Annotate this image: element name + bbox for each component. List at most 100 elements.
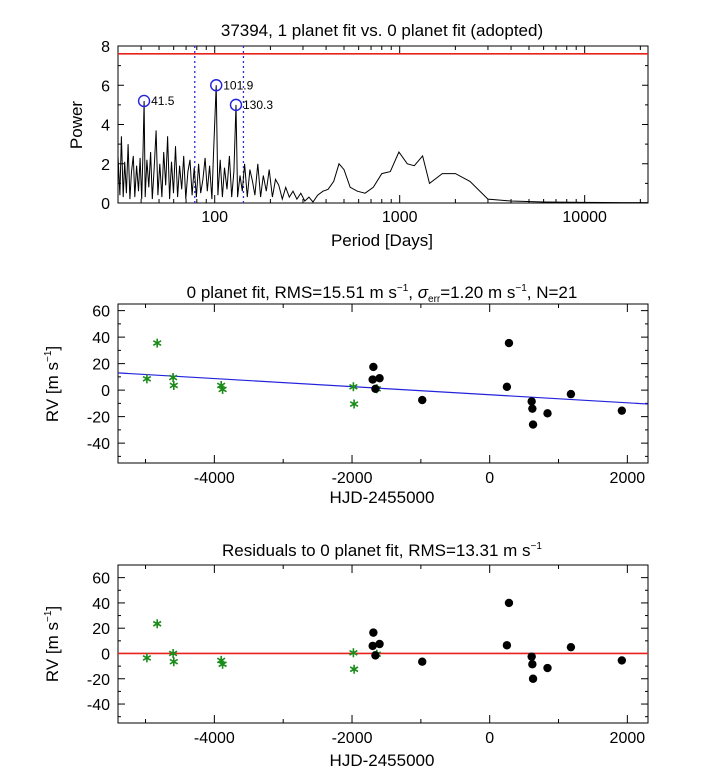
peak-circle-2 (210, 79, 223, 92)
y-tick-label: 0 (101, 383, 110, 400)
x-tick-label: -2000 (332, 730, 373, 747)
y-tick-label: 20 (92, 357, 110, 374)
rv-dot-point (502, 382, 512, 392)
rv-xlabel: HJD-2455000 (330, 488, 435, 507)
residuals-title-main: Residuals to 0 planet fit, RMS=13.31 m s (222, 541, 531, 560)
rv-ylabel-close: ] (43, 346, 62, 351)
periodogram-xlabel: Period [Days] (331, 231, 433, 250)
residuals-title-sup: −1 (531, 541, 543, 552)
rv-star-point (168, 373, 178, 382)
rv-ylabel: RV [m s−1] (43, 346, 62, 422)
rv-title-sigma-sub: err (428, 294, 441, 305)
periodogram-title: 37394, 1 planet fit vs. 0 planet fit (ad… (221, 21, 543, 40)
rv-star-point (349, 399, 359, 409)
y-tick-label: 40 (92, 596, 110, 613)
resid-star-point (349, 648, 358, 658)
y-tick-label: 60 (92, 304, 110, 321)
rv-panel: 0 planet fit, RMS=15.51 m s−1, σerr=1.20… (43, 283, 649, 507)
rv-frame (117, 303, 649, 464)
y-tick-label: -20 (87, 672, 110, 689)
y-tick-label: 60 (92, 571, 110, 588)
resid-dot-point (418, 657, 427, 666)
x-tick-label: 2000 (610, 730, 646, 747)
peak-circle-1 (137, 94, 151, 108)
resid-dot-point (504, 598, 514, 608)
rv-star-point (349, 382, 358, 392)
residuals-frame (117, 564, 649, 724)
x-tick-label: 100 (201, 209, 228, 226)
rv-star-point (169, 381, 179, 390)
resid-dot-point (527, 652, 536, 661)
x-tick-label: -2000 (332, 470, 373, 487)
resid-star-point (168, 649, 178, 658)
residuals-ylabel-main: RV [m s (43, 622, 62, 682)
peak-label-1: 41.5 (151, 94, 175, 108)
resid-star-point (152, 619, 162, 629)
x-tick-label: -4000 (194, 470, 235, 487)
resid-star-point (169, 657, 179, 667)
residuals-ylabel: RV [m s−1] (43, 606, 62, 682)
y-tick-label: -40 (87, 436, 110, 453)
y-tick-label: 0 (101, 196, 110, 213)
rv-dot-point (566, 389, 576, 399)
rv-dot-point (617, 406, 627, 415)
rv-title-c-sup: −1 (515, 283, 527, 294)
rv-title-d: , N=21 (527, 283, 578, 302)
rv-dot-point (528, 420, 538, 429)
rv-star-point (142, 374, 152, 384)
resid-dot-point (617, 656, 627, 665)
x-tick-label: -4000 (194, 730, 235, 747)
residuals-ylabel-sup: −1 (43, 610, 54, 622)
rv-trend-line (117, 372, 649, 405)
peak-label-3: 130.3 (243, 98, 273, 112)
rv-star-point (218, 385, 227, 394)
rv-ylabel-sup: −1 (43, 350, 54, 362)
rv-dot-point (368, 375, 377, 384)
resid-star-point (349, 664, 359, 674)
y-tick-label: 40 (92, 330, 110, 347)
rv-title-b: , (408, 283, 417, 302)
y-tick-label: -20 (87, 410, 110, 427)
resid-dot-point (543, 663, 552, 673)
rv-title-a-sup: −1 (397, 283, 409, 294)
rv-dot-point (504, 338, 514, 348)
rv-title-c: =1.20 m s (440, 283, 515, 302)
residuals-ylabel-close: ] (43, 606, 62, 611)
y-tick-label: 0 (101, 646, 110, 663)
rv-dot-point (527, 397, 536, 406)
rv-star-point (152, 338, 162, 348)
resid-dot-point (375, 639, 384, 649)
resid-dot-point (369, 628, 378, 637)
rv-dot-point (375, 374, 384, 383)
x-tick-label: 2000 (610, 470, 646, 487)
peak-label-2: 101.9 (223, 78, 253, 92)
resid-dot-point (528, 660, 537, 669)
rv-dot-point (543, 409, 552, 418)
rv-ylabel-main: RV [m s (43, 362, 62, 422)
x-tick-label: 0 (485, 730, 494, 747)
rv-dot-point (371, 384, 380, 393)
y-tick-label: 20 (92, 621, 110, 638)
resid-star-point (218, 659, 227, 669)
periodogram-ylabel: Power (67, 101, 86, 150)
resid-dot-point (368, 641, 377, 651)
periodogram-panel: 37394, 1 planet fit vs. 0 planet fit (ad… (67, 21, 649, 250)
y-tick-label: -40 (87, 697, 110, 714)
rv-dot-point (528, 404, 537, 413)
resid-dot-point (566, 642, 576, 652)
resid-dot-point (371, 651, 380, 660)
resid-star-point (142, 653, 152, 663)
x-tick-label: 1000 (382, 209, 418, 226)
x-tick-label: 0 (485, 470, 494, 487)
resid-dot-point (502, 641, 512, 650)
peak-circle-3 (229, 98, 243, 112)
rv-title: 0 planet fit, RMS=15.51 m s−1, σerr=1.20… (187, 283, 578, 305)
rv-title-sigma: σ (418, 283, 429, 302)
rv-dot-point (418, 395, 427, 405)
y-tick-label: 6 (101, 78, 110, 95)
resid-dot-point (528, 674, 538, 683)
periodogram-line (117, 85, 648, 204)
y-tick-label: 2 (101, 157, 110, 174)
y-tick-label: 4 (101, 118, 110, 135)
